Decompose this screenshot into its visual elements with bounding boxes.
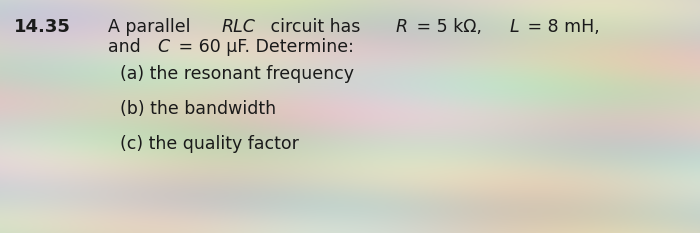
Text: A parallel: A parallel — [108, 18, 196, 36]
Text: RLC: RLC — [221, 18, 255, 36]
Text: circuit has: circuit has — [265, 18, 366, 36]
Text: and: and — [108, 38, 146, 56]
Text: (b) the bandwidth: (b) the bandwidth — [120, 100, 276, 118]
Text: = 5 kΩ,: = 5 kΩ, — [411, 18, 488, 36]
Text: (c) the quality factor: (c) the quality factor — [120, 135, 299, 153]
Text: L: L — [510, 18, 519, 36]
Text: = 60 μF. Determine:: = 60 μF. Determine: — [173, 38, 354, 56]
Text: 14.35: 14.35 — [14, 18, 71, 36]
Text: R: R — [395, 18, 407, 36]
Text: C: C — [158, 38, 169, 56]
Text: = 8 mH,: = 8 mH, — [522, 18, 600, 36]
Text: (a) the resonant frequency: (a) the resonant frequency — [120, 65, 354, 83]
